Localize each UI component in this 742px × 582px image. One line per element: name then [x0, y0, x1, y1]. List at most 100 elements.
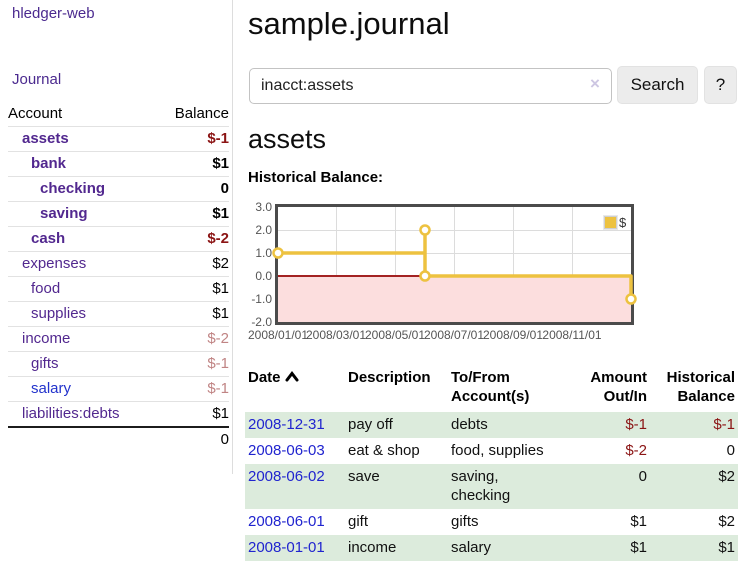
search-input[interactable]	[249, 68, 612, 104]
data-point-marker	[419, 224, 431, 236]
account-link-income[interactable]: income	[22, 330, 71, 347]
gridline	[336, 207, 337, 322]
clear-search-icon[interactable]: ×	[590, 74, 600, 93]
account-row-cash: cash $-2	[8, 226, 229, 252]
account-link-gifts[interactable]: gifts	[31, 355, 59, 372]
account-link-checking[interactable]: checking	[40, 180, 106, 197]
account-link-liabilities-debts[interactable]: liabilities:debts	[22, 405, 120, 422]
data-point-marker	[625, 293, 637, 305]
account-balance: $1	[156, 401, 229, 427]
register-table: Date Description To/From Account(s) Amou…	[245, 366, 738, 561]
total-balance: 0	[156, 426, 229, 452]
account-link-expenses[interactable]: expenses	[22, 255, 87, 272]
account-link-cash[interactable]: cash	[31, 230, 66, 247]
account-balance: $-1	[156, 126, 229, 152]
transaction-description: save	[345, 464, 448, 509]
account-heading: assets	[248, 124, 327, 154]
transaction-date-link[interactable]: 2008-06-01	[248, 513, 325, 530]
transaction-description: gift	[348, 513, 369, 530]
account-balance: $1	[156, 276, 229, 302]
account-balance: $-1	[156, 376, 229, 402]
app-title-link[interactable]: hledger-web	[12, 5, 95, 22]
account-balance: $1	[156, 151, 229, 177]
account-link-supplies[interactable]: supplies	[31, 305, 87, 322]
account-link-salary[interactable]: salary	[31, 380, 72, 397]
transaction-date-link[interactable]: 2008-06-02	[248, 468, 325, 485]
gridline	[278, 253, 631, 254]
transaction-balance: $-1	[650, 412, 738, 438]
account-link-assets[interactable]: assets	[22, 130, 69, 147]
data-point-marker	[419, 270, 431, 282]
tofrom-column-header: To/From Account(s)	[451, 369, 530, 405]
date-column-header[interactable]: Date	[245, 366, 345, 412]
account-row-supplies: supplies $1	[8, 301, 229, 327]
y-tick-label: 1.0	[255, 246, 272, 260]
y-tick-label: 2.0	[255, 223, 272, 237]
gridline	[395, 207, 396, 322]
balance-column-header: Historical Balance	[666, 369, 735, 405]
transaction-balance: $1	[650, 535, 738, 561]
transaction-date-link[interactable]: 2008-01-01	[248, 539, 325, 556]
chart-legend: $	[603, 215, 626, 230]
transaction-amount: $-2	[625, 442, 647, 459]
account-link-saving[interactable]: saving	[40, 205, 88, 222]
account-total-row: 0	[8, 426, 229, 452]
transaction-balance: $2	[718, 513, 735, 530]
transaction-accounts: salary	[448, 535, 560, 561]
sidebar: hledger-web Journal Account Balance asse…	[0, 0, 233, 474]
transaction-accounts: debts	[448, 412, 560, 438]
transaction-row: 2008-01-01 income salary $1 $1	[245, 535, 738, 561]
account-row-bank: bank $1	[8, 151, 229, 177]
account-row-checking: checking 0	[8, 176, 229, 202]
gridline	[572, 207, 573, 322]
transaction-row: 2008-06-01 gift gifts $1 $2	[245, 509, 738, 535]
account-row-expenses: expenses $2	[8, 251, 229, 277]
chart-title: Historical Balance:	[248, 169, 384, 186]
search-button[interactable]: Search	[617, 66, 698, 104]
register-header-row: Date Description To/From Account(s) Amou…	[245, 366, 738, 412]
transaction-description: income	[345, 535, 448, 561]
transaction-amount: $1	[630, 513, 647, 530]
negative-region	[278, 277, 631, 322]
x-tick-label: 2008/11/01	[542, 328, 602, 342]
date-header-label: Date	[248, 369, 281, 386]
transaction-amount: $-1	[560, 412, 650, 438]
account-balance-table: Account Balance assets $-1 bank $1 check…	[8, 102, 229, 452]
x-tick-label: 2008/07/01	[423, 328, 485, 342]
account-balance: $-1	[156, 351, 229, 377]
account-balance: $1	[156, 201, 229, 227]
transaction-balance: 0	[726, 442, 735, 459]
account-row-saving: saving $1	[8, 201, 229, 227]
description-column-header: Description	[348, 369, 431, 386]
gridline	[278, 230, 631, 231]
account-balance: $-2	[156, 326, 229, 352]
x-tick-label: 2008/01/01	[247, 328, 309, 342]
transaction-accounts: gifts	[451, 513, 479, 530]
account-balance: $-2	[156, 226, 229, 252]
sidebar-item-journal[interactable]: Journal	[12, 71, 62, 88]
transaction-date-link[interactable]: 2008-06-03	[248, 442, 325, 459]
account-row-salary: salary $-1	[8, 376, 229, 402]
transaction-amount: 0	[560, 464, 650, 509]
account-balance: $1	[156, 301, 229, 327]
transaction-accounts: food, supplies	[451, 442, 544, 459]
account-row-food: food $1	[8, 276, 229, 302]
data-point-marker	[272, 247, 284, 259]
transaction-date-link[interactable]: 2008-12-31	[248, 416, 325, 433]
x-tick-label: 2008/09/01	[482, 328, 544, 342]
account-table-header: Account Balance	[8, 102, 229, 127]
account-link-food[interactable]: food	[31, 280, 61, 297]
account-row-income: income $-2	[8, 326, 229, 352]
page-title: sample.journal	[248, 6, 450, 41]
transaction-row: 2008-06-02 save saving, checking 0 $2	[245, 464, 738, 509]
account-column-header: Account	[8, 105, 63, 122]
account-link-bank[interactable]: bank	[31, 155, 67, 172]
help-button[interactable]: ?	[704, 66, 737, 104]
historical-balance-chart: $	[272, 204, 637, 325]
transaction-accounts: saving, checking	[448, 464, 560, 509]
transaction-description: eat & shop	[348, 442, 420, 459]
account-row-assets: assets $-1	[8, 126, 229, 152]
x-tick-label: 2008/03/01	[305, 328, 367, 342]
transaction-description: pay off	[345, 412, 448, 438]
account-balance: 0	[156, 176, 229, 202]
